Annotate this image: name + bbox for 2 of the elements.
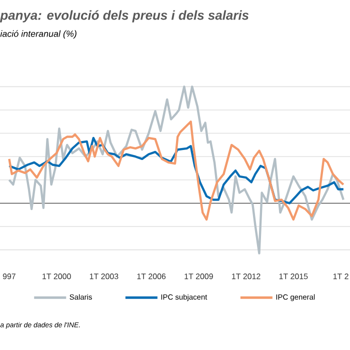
chart-subtitle: iació interanual (%) [0, 30, 76, 39]
chart-title: panya: evolució dels preus i dels salaris [0, 10, 249, 22]
